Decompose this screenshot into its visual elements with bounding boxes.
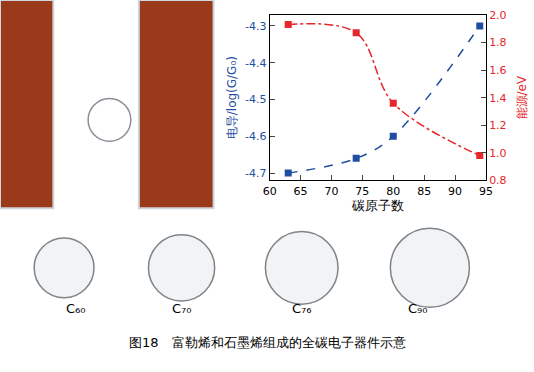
svg-text:60: 60 xyxy=(263,185,277,198)
svg-text:C₇₆: C₇₆ xyxy=(292,301,312,316)
svg-text:95: 95 xyxy=(479,185,493,198)
svg-text:-4.3: -4.3 xyxy=(245,20,266,33)
svg-text:65: 65 xyxy=(294,185,308,198)
svg-text:2.0: 2.0 xyxy=(489,9,507,22)
svg-text:-4.5: -4.5 xyxy=(245,93,266,106)
svg-text:1.4: 1.4 xyxy=(489,92,507,105)
svg-text:能源/eV: 能源/eV xyxy=(515,75,529,119)
svg-text:1.0: 1.0 xyxy=(489,147,507,160)
svg-text:90: 90 xyxy=(448,185,462,198)
svg-text:85: 85 xyxy=(417,185,431,198)
svg-text:图18 富勒烯和石墨烯组成的全碳电子器件示意: 图18 富勒烯和石墨烯组成的全碳电子器件示意 xyxy=(129,335,406,350)
svg-text:1.6: 1.6 xyxy=(489,64,507,77)
svg-text:-4.4: -4.4 xyxy=(245,57,266,70)
svg-text:70: 70 xyxy=(324,185,338,198)
svg-text:电导/log(G/G₀): 电导/log(G/G₀) xyxy=(225,56,239,139)
svg-text:C₉₀: C₉₀ xyxy=(408,301,428,316)
svg-text:C₇₀: C₇₀ xyxy=(172,301,192,316)
svg-text:-4.7: -4.7 xyxy=(245,167,266,180)
svg-text:1.8: 1.8 xyxy=(489,36,507,49)
svg-text:-4.6: -4.6 xyxy=(245,130,266,143)
svg-text:碳原子数: 碳原子数 xyxy=(351,198,404,213)
svg-text:C₆₀: C₆₀ xyxy=(66,301,86,316)
svg-text:80: 80 xyxy=(386,185,400,198)
svg-text:1.2: 1.2 xyxy=(489,119,507,132)
svg-text:75: 75 xyxy=(355,185,369,198)
svg-text:0.8: 0.8 xyxy=(489,174,507,187)
